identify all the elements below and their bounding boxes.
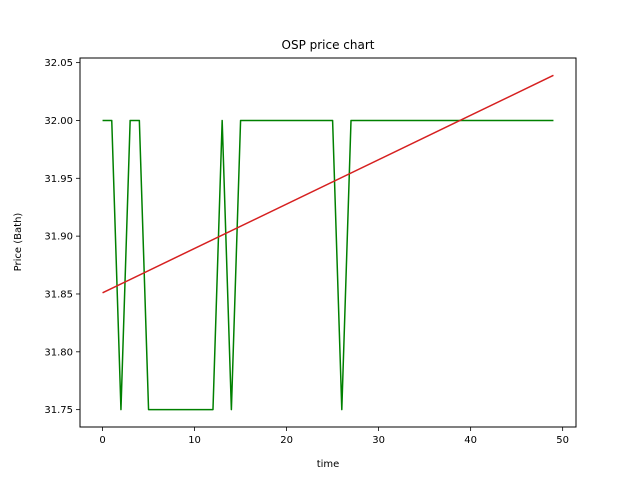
y-tick-label: 32.00 (44, 116, 73, 127)
y-tick-label: 31.85 (44, 289, 73, 300)
plot-layer (102, 74, 554, 411)
price-series-line (102, 119, 554, 411)
y-tick-label: 32.05 (44, 58, 73, 69)
ticks-layer: 0 10 20 30 40 50 31.75 31.80 31.85 31.90 31.95 32.0… (44, 58, 569, 446)
y-tick-label: 31.90 (44, 232, 73, 243)
y-tick-label: 31.95 (44, 174, 73, 185)
chart-title: OSP price chart (282, 38, 375, 52)
x-tick-label: 50 (556, 435, 569, 446)
x-tick-label: 30 (372, 435, 385, 446)
y-tick-label: 31.80 (44, 347, 73, 358)
y-axis-title: Price (Bath) (13, 213, 24, 272)
x-axis-title: time (317, 459, 340, 470)
x-tick-label: 40 (464, 435, 477, 446)
y-tick-label: 31.75 (44, 405, 73, 416)
plot-frame (79, 57, 577, 428)
trend-line (102, 74, 554, 294)
x-tick-label: 20 (280, 435, 293, 446)
x-tick-label: 10 (188, 435, 201, 446)
x-tick-label: 0 (99, 435, 105, 446)
